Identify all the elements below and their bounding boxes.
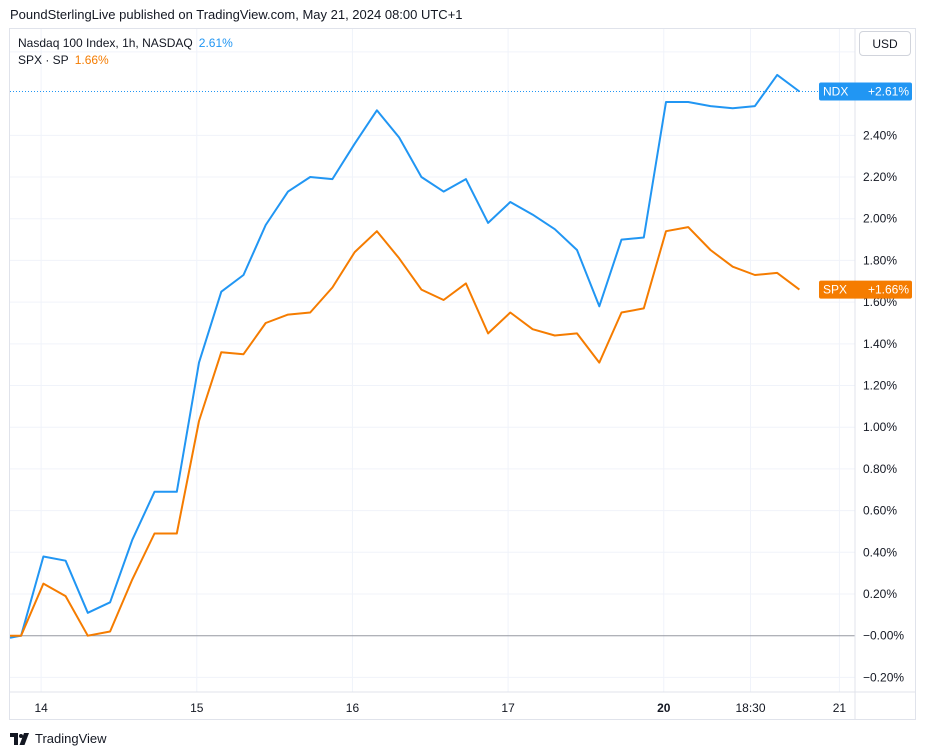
grid [10, 29, 855, 692]
x-tick-label: 14 [34, 701, 48, 715]
x-tick-label: 16 [346, 701, 360, 715]
legend-value: 2.61% [198, 36, 233, 50]
x-tick-label: 15 [190, 701, 204, 715]
legend-label: SPX · SP [18, 53, 69, 67]
y-tick-label: 1.60% [863, 295, 897, 309]
y-tick-label: 2.20% [863, 170, 897, 184]
badge-name: NDX [823, 85, 848, 99]
y-tick-label: 0.40% [863, 545, 897, 559]
x-tick-label: 18:30 [735, 701, 765, 715]
x-tick-label: 21 [833, 701, 847, 715]
y-tick-label: 1.40% [863, 337, 897, 351]
axes [10, 29, 916, 720]
badge-name: SPX [823, 283, 847, 297]
currency-button[interactable]: USD [859, 31, 911, 56]
y-tick-label: 0.20% [863, 587, 897, 601]
y-tick-label: 1.00% [863, 420, 897, 434]
badge-value: +1.66% [868, 283, 909, 297]
y-tick-label: −0.00% [863, 629, 904, 643]
badge-spx: SPX +1.66% [819, 280, 912, 299]
tradingview-logo-icon [10, 732, 29, 745]
y-tick-label: 1.80% [863, 253, 897, 267]
badge-value: +2.61% [868, 85, 909, 99]
series-lines [9, 73, 855, 639]
footer[interactable]: TradingView [10, 731, 107, 746]
y-tick-label: 2.00% [863, 212, 897, 226]
series-line-ndx [9, 73, 800, 639]
series-line-spx [10, 226, 801, 637]
y-tick-label: −0.20% [863, 670, 904, 684]
legend: Nasdaq 100 Index, 1h, NASDAQ 2.61% SPX · … [18, 35, 233, 69]
legend-item-ndx[interactable]: Nasdaq 100 Index, 1h, NASDAQ 2.61% [18, 35, 233, 52]
y-tick-label: 2.40% [863, 128, 897, 142]
footer-brand: TradingView [35, 731, 107, 746]
x-tick-label: 17 [501, 701, 515, 715]
x-axis-labels: 14 15 16 17 20 18:30 21 [34, 701, 846, 715]
last-value-badges: NDX +2.61% SPX +1.66% [819, 82, 912, 299]
x-tick-label: 20 [657, 701, 671, 715]
badge-bg [819, 82, 912, 101]
y-axis-labels: 2.80%2.40%2.20%2.00%1.80%1.60%1.40%1.20%… [863, 45, 904, 684]
legend-value: 1.66% [74, 53, 109, 67]
legend-item-spx[interactable]: SPX · SP 1.66% [18, 52, 233, 69]
y-tick-label: 0.80% [863, 462, 897, 476]
badge-ndx: NDX +2.61% [819, 82, 912, 101]
badge-bg [819, 280, 912, 299]
chart-frame [9, 28, 916, 720]
publisher-line: PoundSterlingLive published on TradingVi… [10, 7, 463, 22]
y-tick-label: 0.60% [863, 504, 897, 518]
legend-label: Nasdaq 100 Index, 1h, NASDAQ [18, 36, 193, 50]
y-tick-label: 1.20% [863, 379, 897, 393]
